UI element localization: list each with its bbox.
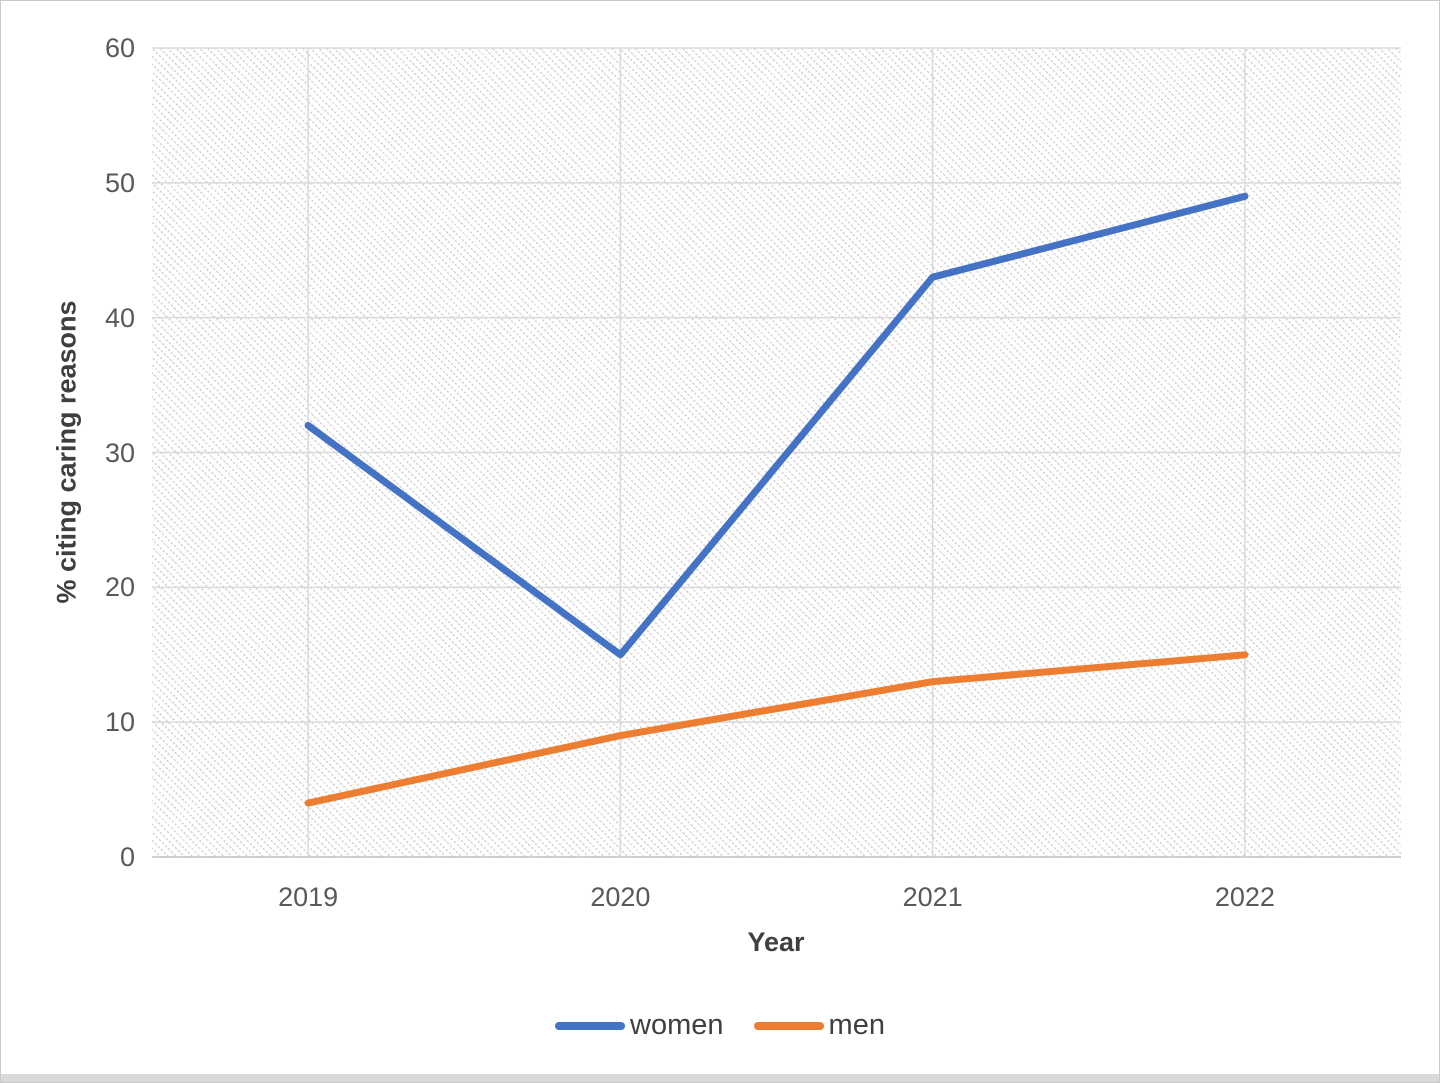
y-tick-label-50: 50 — [104, 167, 135, 198]
x-tick-label-2022: 2022 — [1214, 882, 1275, 912]
women-line-swatch-icon — [555, 1021, 626, 1030]
men-line-swatch-icon — [753, 1021, 824, 1030]
legend-item-men: men — [753, 1009, 885, 1042]
women-series-line — [304, 192, 1249, 659]
y-tick-label-30: 30 — [104, 437, 135, 468]
y-tick-label-20: 20 — [104, 572, 135, 603]
y-tick-label-40: 40 — [104, 302, 135, 333]
legend-label-women: women — [630, 1009, 724, 1041]
y-tick-label-0: 0 — [119, 842, 135, 872]
legend-item-women: women — [555, 1009, 724, 1042]
legend-label-men: men — [828, 1009, 885, 1041]
y-tick-label-10: 10 — [104, 707, 135, 738]
legend: women men — [1, 1009, 1439, 1042]
plot-svg — [152, 47, 1401, 858]
x-tick-label-2020: 2020 — [590, 882, 651, 912]
plot-area — [152, 47, 1401, 858]
men-series-line — [304, 651, 1249, 807]
x-tick-label-2019: 2019 — [278, 882, 339, 912]
bottom-edge-strip — [1, 1074, 1439, 1082]
y-tick-label-60: 60 — [104, 33, 135, 63]
x-tick-label-2021: 2021 — [902, 882, 963, 912]
x-axis-title: Year — [747, 927, 805, 957]
